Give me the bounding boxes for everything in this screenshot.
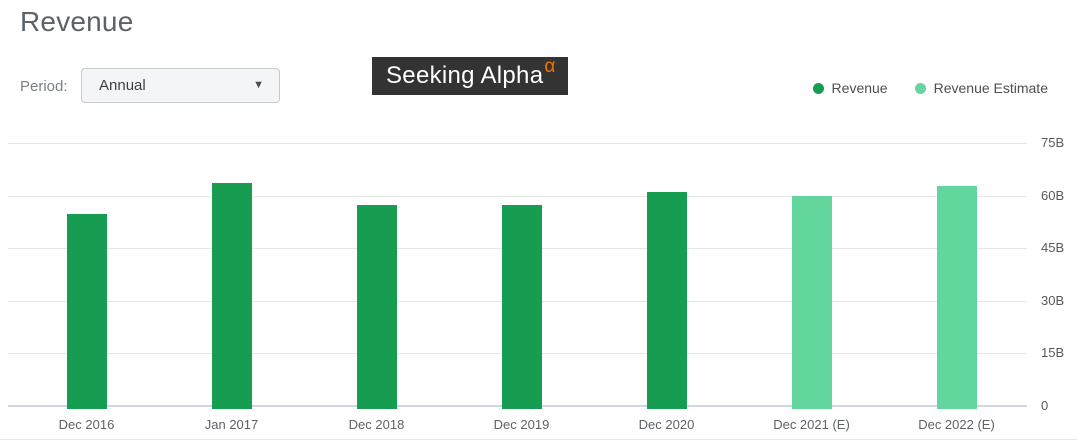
- y-axis-tick-label: 75B: [1041, 135, 1065, 150]
- bars-layer: [14, 143, 1029, 409]
- legend-item-revenue[interactable]: Revenue: [812, 80, 888, 96]
- x-axis-label-slot: Dec 2018: [304, 416, 449, 434]
- page-title: Revenue: [20, 6, 134, 37]
- x-axis-label-slot: Jan 2017: [159, 416, 304, 434]
- x-axis-label-dec-2021-e: Dec 2021 (E): [773, 417, 850, 432]
- seeking-alpha-logo: Seeking Alpha α: [372, 56, 569, 95]
- y-axis-tick-label: 30B: [1041, 292, 1065, 308]
- bar-slot: [739, 143, 884, 409]
- bar-dec-2018[interactable]: [356, 204, 397, 409]
- chevron-down-icon: ▼: [253, 79, 264, 91]
- period-label: Period:: [20, 78, 68, 95]
- x-axis-label-dec-2016: Dec 2016: [58, 417, 115, 432]
- legend-item-revenue-estimate[interactable]: Revenue Estimate: [914, 80, 1048, 96]
- chart-legend: Revenue Revenue Estimate: [812, 80, 1048, 96]
- y-axis-tick-label: 60B: [1041, 187, 1065, 203]
- legend-dot-icon: [914, 82, 926, 94]
- period-dropdown-value: Annual: [99, 77, 146, 94]
- bar-slot: [884, 143, 1029, 409]
- bar-dec-2021-e[interactable]: [791, 195, 832, 409]
- logo-text: Seeking Alpha: [386, 62, 544, 89]
- x-axis-label-slot: Dec 2020: [594, 416, 739, 434]
- bar-slot: [159, 143, 304, 409]
- bar-dec-2022-e[interactable]: [936, 185, 977, 409]
- gridline-60b: [8, 195, 1027, 197]
- bar-slot: [14, 143, 159, 409]
- x-axis-label-slot: Dec 2021 (E): [739, 416, 884, 434]
- x-axis-label-slot: Dec 2022 (E): [884, 416, 1029, 434]
- x-axis-label-slot: Dec 2016: [14, 416, 159, 434]
- bar-jan-2017[interactable]: [211, 182, 252, 409]
- period-dropdown[interactable]: Annual ▼: [81, 68, 280, 103]
- x-axis-label-jan-2017: Jan 2017: [204, 417, 259, 432]
- gridline-75b: [8, 143, 1027, 144]
- y-axis-tick-label: 45B: [1041, 240, 1065, 256]
- bar-dec-2016[interactable]: [66, 214, 107, 409]
- x-axis-label-dec-2020: Dec 2020: [638, 417, 695, 432]
- legend-dot-icon: [812, 82, 824, 94]
- x-axis-label-dec-2022-e: Dec 2022 (E): [918, 417, 995, 432]
- bar-slot: [304, 143, 449, 409]
- bar-slot: [594, 143, 739, 409]
- x-axis-labels: Dec 2016 Jan 2017 Dec 2018 Dec 2019 Dec 2020…: [14, 416, 1029, 434]
- x-axis-label-dec-2019: Dec 2019: [493, 417, 550, 432]
- legend-label: Revenue Estimate: [933, 80, 1048, 96]
- x-axis-label-slot: Dec 2019: [449, 416, 594, 434]
- y-axis-tick-label: 0: [1041, 398, 1049, 413]
- bar-dec-2020[interactable]: [646, 191, 687, 409]
- x-axis-label-dec-2018: Dec 2018: [348, 417, 405, 432]
- bar-slot: [449, 143, 594, 409]
- y-axis-tick-label: 15B: [1041, 345, 1065, 361]
- bar-dec-2019[interactable]: [501, 205, 542, 409]
- alpha-icon: α: [544, 56, 556, 77]
- legend-label: Revenue: [831, 80, 888, 96]
